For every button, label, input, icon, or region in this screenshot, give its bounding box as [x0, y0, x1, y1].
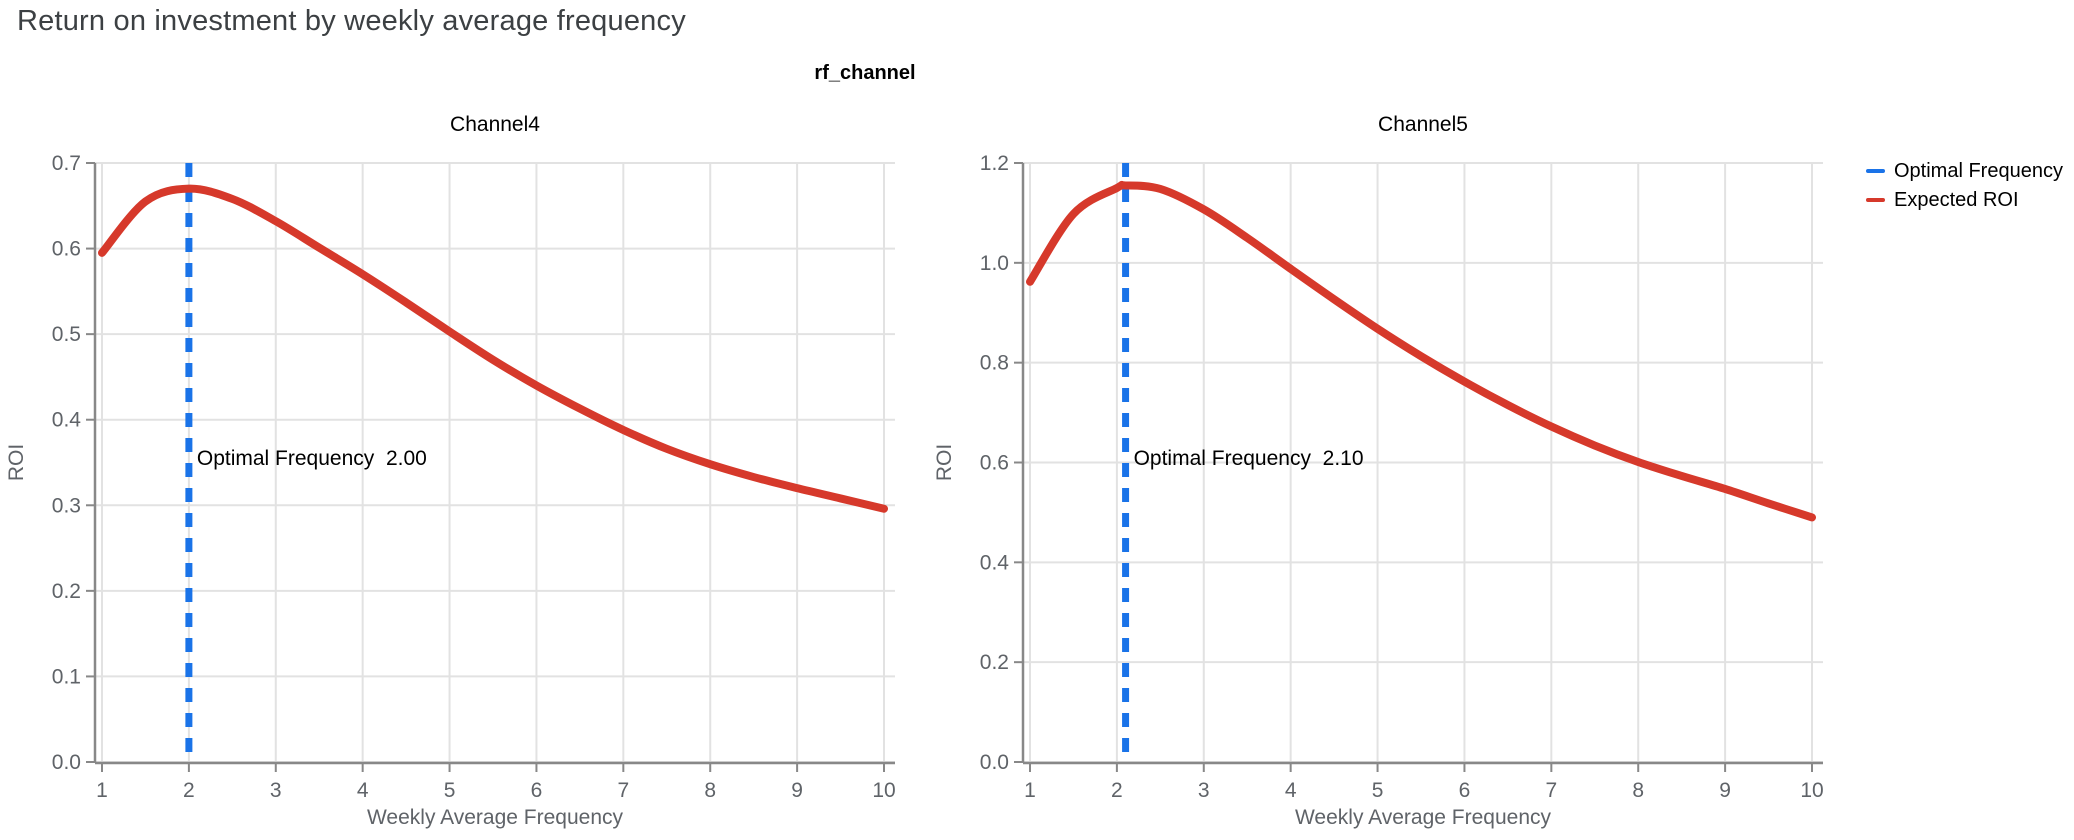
x-tick-label: 5 [1372, 779, 1384, 802]
legend-item-label: Expected ROI [1894, 189, 2019, 211]
facet-header-title: rf_channel [814, 62, 916, 84]
y-tick-label: 0.2 [52, 580, 81, 603]
y-axis-title: ROI [933, 444, 956, 481]
y-tick-label: 0.7 [52, 152, 81, 175]
y-tick-label: 0.3 [52, 494, 81, 517]
subplot-title: Channel4 [450, 113, 540, 136]
legend: Optimal Frequency Expected ROI [1866, 160, 2063, 211]
y-tick-label: 0.5 [52, 323, 81, 346]
x-tick-label: 10 [1800, 779, 1823, 802]
legend-line-swatch [1866, 198, 1885, 202]
x-tick-label: 6 [531, 779, 543, 802]
optimal-frequency-annotation: Optimal Frequency 2.00 [197, 447, 427, 470]
chart-channel5: 1 2 3 4 5 6 7 8 9 10 0.0 0.2 0.4 0.6 0.8 1.0 1.2 Channel5… [933, 113, 1824, 829]
x-tick-label: 8 [704, 779, 716, 802]
legend-line-swatch [1866, 169, 1885, 173]
x-tick-label: 4 [357, 779, 369, 802]
x-axis-title: Weekly Average Frequency [1295, 806, 1552, 829]
x-tick-label: 7 [617, 779, 629, 802]
x-tick-label: 4 [1285, 779, 1297, 802]
y-tick-label: 0.0 [52, 751, 81, 774]
x-tick-label: 2 [183, 779, 195, 802]
x-tick-label: 9 [1719, 779, 1731, 802]
subplot-title: Channel5 [1378, 113, 1468, 136]
x-tick-label: 5 [444, 779, 456, 802]
y-tick-label: 1.0 [980, 252, 1009, 275]
y-tick-label: 0.6 [52, 238, 81, 261]
optimal-frequency-annotation: Optimal Frequency 2.10 [1134, 447, 1364, 470]
chart-channel4: 1 2 3 4 5 6 7 8 9 10 0.0 0.1 0.2 0.3 0.4 0.5 0.6 0.7 Chann… [5, 113, 896, 829]
x-tick-label: 9 [791, 779, 803, 802]
y-tick-label: 1.2 [980, 152, 1009, 175]
y-tick-label: 0.1 [52, 665, 81, 688]
y-tick-label: 0.4 [52, 409, 82, 432]
x-tick-label: 10 [872, 779, 895, 802]
x-tick-label: 3 [1198, 779, 1210, 802]
x-axis-title: Weekly Average Frequency [367, 806, 624, 829]
y-tick-label: 0.4 [980, 551, 1010, 574]
x-tick-label: 1 [96, 779, 108, 802]
y-tick-label: 0.8 [980, 352, 1009, 375]
x-tick-label: 2 [1111, 779, 1123, 802]
y-tick-label: 0.0 [980, 751, 1009, 774]
page-title: Return on investment by weekly average f… [17, 5, 686, 37]
x-tick-label: 6 [1459, 779, 1471, 802]
y-axis-title: ROI [5, 444, 28, 481]
x-tick-label: 8 [1632, 779, 1644, 802]
expected-roi-line [1026, 180, 1816, 522]
legend-item-label: Optimal Frequency [1894, 160, 2063, 182]
x-tick-label: 3 [270, 779, 282, 802]
x-tick-label: 7 [1545, 779, 1557, 802]
legend-item: Expected ROI [1866, 189, 2063, 211]
y-tick-label: 0.2 [980, 651, 1009, 674]
expected-roi-line [98, 184, 888, 513]
x-tick-label: 1 [1024, 779, 1036, 802]
y-tick-label: 0.6 [980, 452, 1009, 475]
legend-item: Optimal Frequency [1866, 160, 2063, 182]
